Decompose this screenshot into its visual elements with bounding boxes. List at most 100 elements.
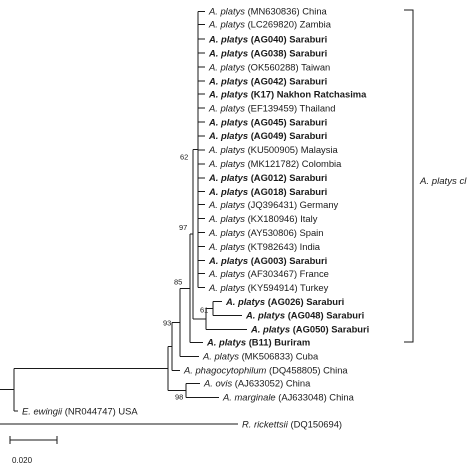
tip-species: A. platys [208, 88, 251, 99]
tip-species: A. platys [208, 227, 248, 238]
tip-label: R. rickettsii (DQ150694) [242, 419, 342, 430]
tip-label: A. platys (MK121782) Colombia [208, 158, 342, 169]
tip-accession: (AY530806) Spain [248, 227, 324, 238]
tip-accession: (EF139459) Thailand [248, 102, 336, 113]
tip-label: A. platys (OK560288) Taiwan [208, 61, 330, 72]
tip-species: A. platys [206, 337, 249, 348]
tip-accession: (B11) Buriram [249, 337, 310, 348]
tip-accession: (K17) Nakhon Ratchasima [251, 88, 367, 99]
tip-label: A. platys (AG040) Saraburi [208, 34, 327, 45]
tip-species: A. platys [208, 186, 251, 197]
tip-accession: (AG042) Saraburi [251, 75, 328, 86]
tip-species: A. platys [208, 130, 251, 141]
tip-species: A. phagocytophilum [183, 365, 269, 376]
tip-label: A. phagocytophilum (DQ458805) China [183, 365, 348, 376]
tip-label: A. platys (KX180946) Italy [208, 213, 318, 224]
tip-accession: (AG012) Saraburi [251, 172, 328, 183]
tip-label: A. platys (KT982643) India [208, 241, 321, 252]
tip-accession: (MN630836) China [248, 6, 328, 17]
bootstrap-value: 93 [163, 318, 171, 327]
clade-bracket [404, 9, 414, 343]
tip-species: A. platys [208, 158, 248, 169]
tip-accession: (OK560288) Taiwan [248, 61, 331, 72]
tip-species: A. marginale [222, 392, 278, 403]
tip-accession: (JQ396431) Germany [248, 199, 339, 210]
tip-species: A. platys [208, 282, 248, 293]
tip-accession: (KT982643) India [248, 241, 321, 252]
bootstrap-value: 98 [175, 392, 183, 401]
scale-bar-label: 0.020 [12, 456, 33, 465]
tip-species: A. platys [208, 6, 248, 17]
tip-label: A. platys (AG050) Saraburi [250, 324, 369, 335]
tip-species: R. rickettsii [242, 419, 290, 430]
tip-species: A. platys [225, 296, 268, 307]
tip-accession: (AJ633048) China [278, 392, 354, 403]
tip-accession: (AJ633052) China [235, 378, 311, 389]
tip-species: A. platys [250, 324, 293, 335]
tip-label: A. platys (AG049) Saraburi [208, 130, 327, 141]
tip-label: A. platys (AG026) Saraburi [225, 296, 344, 307]
tip-species: A. platys [208, 213, 248, 224]
tip-accession: (KU500905) Malaysia [248, 144, 339, 155]
tip-species: A. platys [208, 116, 251, 127]
tip-species: A. platys [208, 255, 251, 266]
tip-label: A. platys (AY530806) Spain [208, 227, 323, 238]
tip-label: A. platys (B11) Buriram [206, 337, 310, 348]
tip-label: E. ewingii (NR044747) USA [22, 406, 138, 417]
bootstrap-values: 62 97 85 61 93 98 [163, 152, 208, 401]
tip-accession: (AG049) Saraburi [251, 130, 328, 141]
tip-label: A. platys (AG048) Saraburi [245, 310, 364, 321]
tip-accession: (MK506833) Cuba [242, 351, 319, 362]
tip-accession: (AG048) Saraburi [288, 310, 365, 321]
tip-label: A. platys (AG003) Saraburi [208, 255, 327, 266]
bootstrap-value: 97 [179, 223, 187, 232]
tip-label: A. platys (AG045) Saraburi [208, 116, 327, 127]
tip-accession: (AG045) Saraburi [251, 116, 328, 127]
tip-label: A. platys (EF139459) Thailand [208, 102, 335, 113]
tip-label: A. platys (JQ396431) Germany [208, 199, 339, 210]
tip-species: A. platys [208, 268, 248, 279]
tip-species: E. ewingii [22, 406, 65, 417]
tip-species: A. platys [202, 351, 242, 362]
tip-accession: (DQ150694) [290, 419, 342, 430]
tip-species: A. platys [208, 241, 248, 252]
tip-species: A. platys [208, 75, 251, 86]
tip-label: A. platys (LC269820) Zambia [208, 19, 332, 30]
tip-label: A. platys (MK506833) Cuba [202, 351, 319, 362]
tip-label: A. platys (KU500905) Malaysia [208, 144, 338, 155]
tip-accession: (LC269820) Zambia [248, 19, 332, 30]
tip-accession: (DQ458805) China [269, 365, 348, 376]
tip-accession: (NR044747) USA [65, 406, 139, 417]
tip-label: A. platys (AG018) Saraburi [208, 186, 327, 197]
tip-label: A. marginale (AJ633048) China [222, 392, 355, 403]
tip-label: A. platys (K17) Nakhon Ratchasima [208, 88, 367, 99]
tip-species: A. platys [208, 47, 251, 58]
tip-accession: (MK121782) Colombia [248, 158, 343, 169]
tip-accession: (AG018) Saraburi [251, 186, 328, 197]
tip-species: A. platys [208, 19, 248, 30]
tip-species: A. platys [208, 34, 251, 45]
tip-species: A. platys [208, 102, 248, 113]
tip-accession: (AG038) Saraburi [251, 47, 328, 58]
tree-branches [0, 10, 247, 425]
bootstrap-value: 85 [174, 277, 182, 286]
tip-label: A. platys (KY594914) Turkey [208, 282, 329, 293]
tip-accession: (KX180946) Italy [248, 213, 318, 224]
tip-label: A. platys (AG042) Saraburi [208, 75, 327, 86]
tip-species: A. platys [208, 61, 248, 72]
tip-species: A. ovis [203, 378, 235, 389]
bootstrap-value: 61 [200, 305, 208, 314]
tip-accession: (AG050) Saraburi [293, 324, 370, 335]
tip-accession: (AG003) Saraburi [251, 255, 328, 266]
tip-label: A. platys (AG012) Saraburi [208, 172, 327, 183]
clade-label: A. platys cl [419, 176, 467, 187]
tip-label: A. platys (AF303467) France [208, 268, 329, 279]
bootstrap-value: 62 [180, 152, 188, 161]
tip-label: A. ovis (AJ633052) China [203, 378, 311, 389]
tip-accession: (AF303467) France [248, 268, 329, 279]
tip-species: A. platys [208, 199, 248, 210]
tip-label: A. platys (MN630836) China [208, 6, 328, 17]
tip-accession: (KY594914) Turkey [248, 282, 329, 293]
